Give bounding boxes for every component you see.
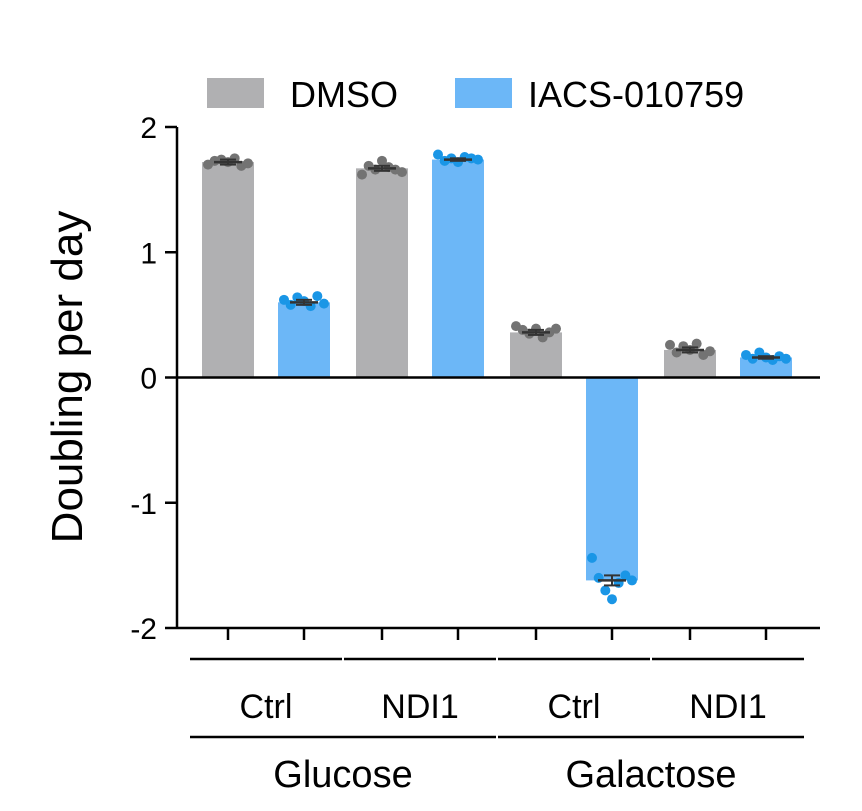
data-point bbox=[551, 323, 561, 334]
data-point bbox=[781, 353, 791, 364]
bar-dmso-0 bbox=[202, 162, 254, 378]
category-label: Ctrl bbox=[240, 688, 293, 726]
data-point bbox=[377, 155, 387, 166]
data-point bbox=[397, 167, 407, 178]
data-point bbox=[691, 338, 702, 349]
y-tick-label: -2 bbox=[130, 613, 157, 646]
data-point bbox=[600, 585, 611, 596]
data-point bbox=[473, 154, 483, 165]
category-label: NDI1 bbox=[381, 688, 458, 726]
y-tick-label: -1 bbox=[130, 488, 157, 521]
legend-swatch-0 bbox=[207, 78, 264, 108]
data-point bbox=[357, 169, 367, 180]
y-axis-label: Doubling per day bbox=[43, 211, 92, 544]
y-tick-label: 2 bbox=[140, 112, 157, 145]
data-point bbox=[531, 323, 541, 334]
bar-iacs-010759-2 bbox=[586, 377, 638, 581]
data-point bbox=[319, 298, 329, 309]
bar-dmso-1 bbox=[356, 168, 408, 378]
y-tick-label: 0 bbox=[140, 363, 157, 396]
bar-iacs-010759-1 bbox=[432, 159, 484, 378]
legend-label-1: IACS-010759 bbox=[528, 74, 744, 115]
legend-label-0: DMSO bbox=[290, 74, 398, 115]
bars-layer bbox=[202, 159, 792, 581]
axes-layer bbox=[165, 125, 820, 739]
category-label: Ctrl bbox=[548, 688, 601, 726]
data-point bbox=[305, 301, 316, 312]
legend: DMSO IACS-010759 bbox=[207, 74, 744, 115]
legend-swatch-1 bbox=[455, 78, 512, 108]
data-point bbox=[312, 291, 323, 302]
labels-layer: 2 1 0 -1 -2 Ctrl NDI1 Ctrl NDI1 Glucose Galactose bbox=[130, 112, 766, 796]
data-point bbox=[243, 158, 253, 169]
section-label: Galactose bbox=[565, 754, 736, 796]
data-point bbox=[705, 346, 715, 357]
section-label: Glucose bbox=[273, 754, 412, 796]
data-point bbox=[229, 153, 240, 164]
error-bars-layer bbox=[214, 157, 780, 587]
y-tick-label: 1 bbox=[140, 237, 157, 270]
category-label: NDI1 bbox=[689, 688, 766, 726]
data-point bbox=[627, 575, 637, 586]
data-point bbox=[433, 149, 443, 160]
data-point bbox=[665, 339, 675, 350]
data-point bbox=[607, 594, 617, 605]
bar-dmso-2 bbox=[510, 332, 562, 378]
data-point bbox=[587, 552, 597, 563]
bar-iacs-010759-0 bbox=[278, 302, 330, 378]
